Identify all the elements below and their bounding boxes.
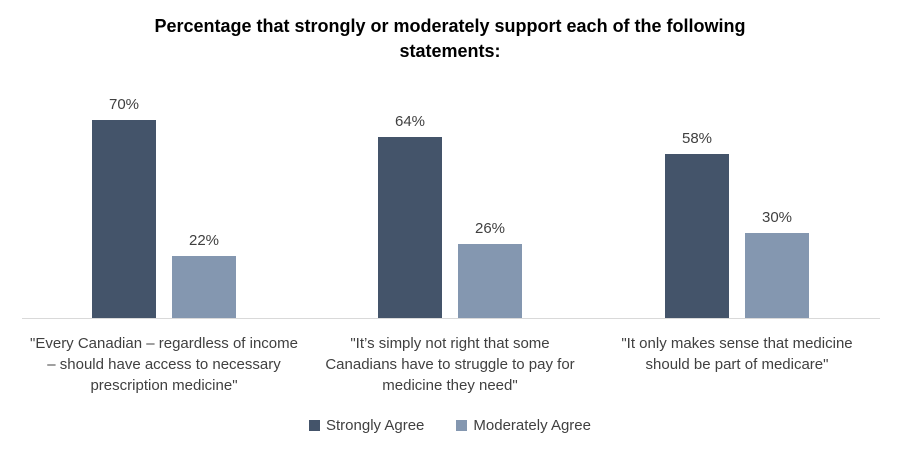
chart-title: Percentage that strongly or moderately s…: [154, 16, 746, 61]
bar-value-label: 64%: [394, 113, 426, 130]
bar-value-label: 30%: [761, 209, 793, 226]
legend-label: Strongly Agree: [326, 417, 425, 434]
bar-strongly-agree: [665, 154, 729, 318]
bar-cell: 26%: [458, 88, 522, 318]
bar-value-label: 70%: [108, 96, 140, 113]
bar-cell: 30%: [745, 88, 809, 318]
bar-cell: 58%: [665, 88, 729, 318]
bar-strongly-agree: [378, 137, 442, 318]
bar-cell: 64%: [378, 88, 442, 318]
bar-value-label: 22%: [188, 232, 220, 249]
bar-cell: 22%: [172, 88, 236, 318]
bar-moderately-agree: [172, 256, 236, 318]
bar-strongly-agree: [92, 120, 156, 318]
bar-value-label: 26%: [474, 220, 506, 237]
bar-group-1: 70% 22%: [92, 88, 236, 318]
category-label-1: "Every Canadian – regardless of income –…: [30, 335, 298, 394]
category-label-3: "It only makes sense that medicine shoul…: [621, 335, 853, 373]
bar-moderately-agree: [745, 233, 809, 318]
legend: Strongly Agree Moderately Agree: [0, 417, 900, 434]
x-axis-baseline: [22, 318, 880, 319]
bar-group-3: 58% 30%: [665, 88, 809, 318]
bar-moderately-agree: [458, 244, 522, 318]
legend-swatch-icon: [456, 420, 468, 431]
legend-label: Moderately Agree: [473, 417, 591, 434]
bar-value-label: 58%: [681, 130, 713, 147]
legend-item-strongly-agree: Strongly Agree: [309, 417, 424, 434]
legend-item-moderately-agree: Moderately Agree: [456, 417, 591, 434]
category-label-2: "It’s simply not right that some Canadia…: [325, 335, 575, 394]
bar-group-2: 64% 26%: [378, 88, 522, 318]
legend-swatch-icon: [309, 420, 320, 431]
bar-cell: 70%: [92, 88, 156, 318]
